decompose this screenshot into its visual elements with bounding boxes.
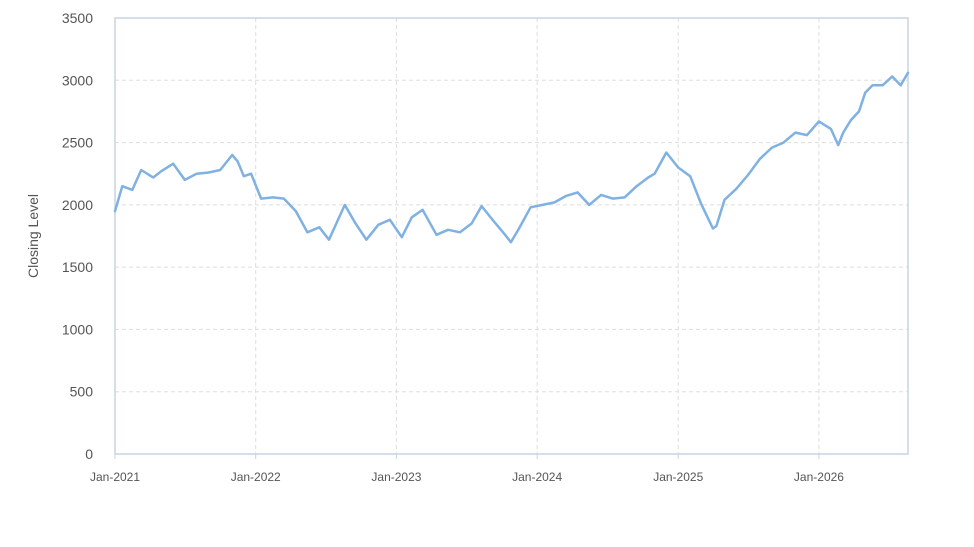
x-axis-ticks: Jan-2021 Jan-2022 Jan-2023 Jan-2024 Jan-2025… [90, 454, 844, 484]
y-tick-label: 2500 [62, 135, 93, 151]
y-tick-label: 0 [85, 446, 93, 462]
series-layer [113, 71, 910, 244]
y-tick-label: 1000 [62, 321, 93, 337]
x-tick-label: Jan-2025 [653, 470, 703, 484]
y-tick-label: 2000 [62, 197, 93, 213]
y-tick-label: 500 [70, 384, 94, 400]
y-tick-label: 3500 [62, 10, 93, 26]
x-tick-label: Jan-2022 [231, 470, 281, 484]
grid [115, 18, 908, 454]
series-line-0 [113, 71, 910, 244]
x-tick-label: Jan-2021 [90, 470, 140, 484]
y-tick-label: 1500 [62, 259, 93, 275]
x-tick-label: Jan-2024 [512, 470, 562, 484]
x-tick-label: Jan-2026 [794, 470, 844, 484]
y-tick-label: 3000 [62, 72, 93, 88]
plot-frame [114, 17, 909, 455]
y-axis-ticks: 0 500 1000 1500 2000 2500 3000 3500 [62, 10, 93, 462]
x-tick-label: Jan-2023 [371, 470, 421, 484]
y-axis-label: Closing Level [25, 194, 41, 278]
